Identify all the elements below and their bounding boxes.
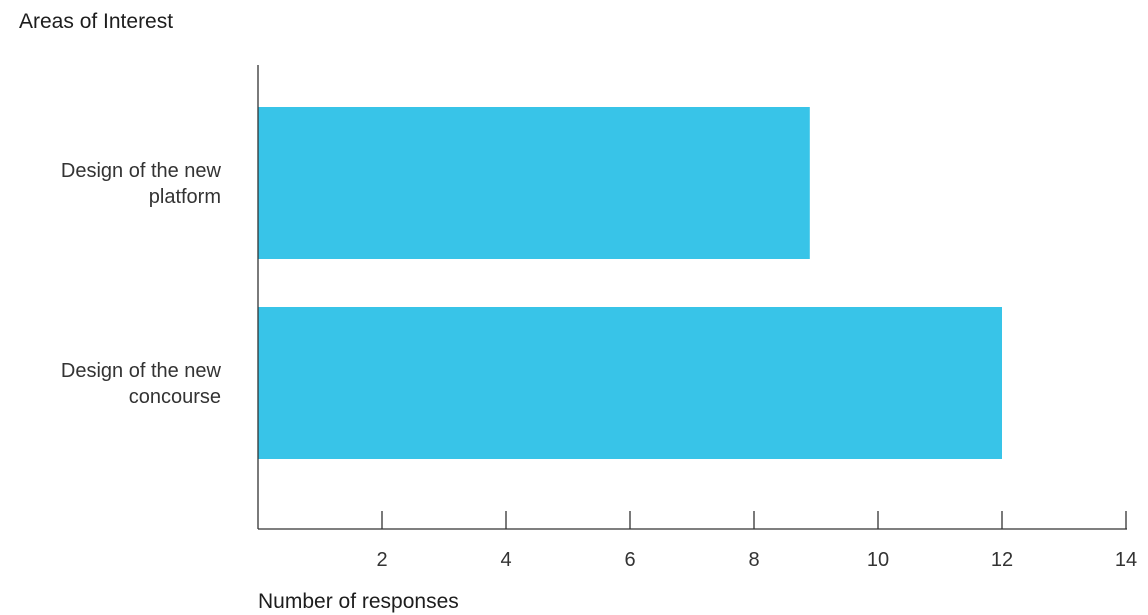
chart-title: Areas of Interest <box>19 10 174 33</box>
x-ticks: 2 4 6 8 10 12 14 <box>376 511 1137 571</box>
axes-layer <box>257 65 1127 530</box>
x-tick-label: 6 <box>624 549 635 571</box>
x-axis-title: Number of responses <box>258 590 459 613</box>
x-tick-label: 2 <box>376 549 387 571</box>
category-label-line: platform <box>149 186 221 208</box>
x-tick-label: 14 <box>1115 549 1137 571</box>
x-tick-label: 10 <box>867 549 889 571</box>
category-label-line: concourse <box>129 386 221 408</box>
bars-layer <box>258 107 1002 459</box>
bar-1 <box>258 107 810 259</box>
category-label-1: Design of the new platform <box>61 160 222 208</box>
x-tick-label: 4 <box>500 549 511 571</box>
x-tick-label: 8 <box>748 549 759 571</box>
category-label-line: Design of the new <box>61 160 222 182</box>
bar-2 <box>258 307 1002 459</box>
category-label-2: Design of the new concourse <box>61 360 222 408</box>
category-label-line: Design of the new <box>61 360 222 382</box>
x-tick-label: 12 <box>991 549 1013 571</box>
